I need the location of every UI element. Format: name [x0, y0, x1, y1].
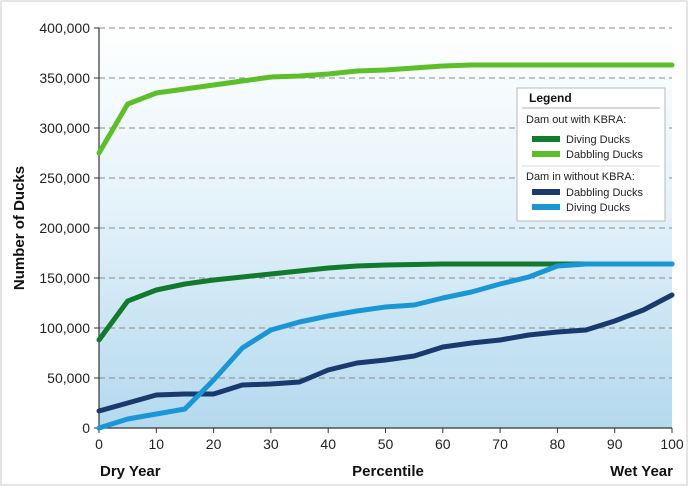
grid	[99, 27, 672, 379]
legend-label-3: Diving Ducks	[566, 202, 631, 214]
legend-group-dam-out: Dam out with KBRA:	[526, 114, 626, 126]
x-axis-title: Percentile	[352, 463, 424, 480]
y-tick-label: 0	[82, 420, 90, 436]
x-tick-label: 30	[263, 436, 279, 452]
x-tick-label: 50	[378, 436, 394, 452]
y-tick-label: 200,000	[39, 220, 90, 236]
y-axis-title: Number of Ducks	[11, 166, 28, 290]
y-tick-label: 400,000	[39, 20, 90, 36]
legend-label-1: Dabbling Ducks	[566, 149, 644, 161]
legend: Legend Dam out with KBRA: Diving Ducks D…	[516, 87, 666, 222]
legend-title: Legend	[529, 91, 572, 105]
x-tick-label: 40	[320, 436, 336, 452]
x-axis-left-label: Dry Year	[100, 463, 161, 480]
y-tick-label: 150,000	[39, 270, 90, 286]
series-line-2	[96, 292, 675, 414]
series-line-3	[96, 261, 675, 431]
series-line-1	[96, 62, 675, 156]
y-tick-label: 100,000	[39, 320, 90, 336]
y-tick-label: 350,000	[39, 70, 90, 86]
x-tick-label: 90	[607, 436, 623, 452]
x-tick-label: 0	[95, 436, 103, 452]
x-tick-label: 60	[435, 436, 451, 452]
y-tick-label: 50,000	[47, 370, 90, 386]
legend-group-dam-in: Dam in without KBRA:	[526, 171, 635, 183]
legend-label-2: Dabbling Ducks	[566, 187, 644, 199]
x-tick-label: 100	[660, 436, 684, 452]
series	[96, 62, 675, 431]
axes	[94, 27, 673, 433]
x-tick-label: 70	[492, 436, 508, 452]
x-tick-label: 10	[149, 436, 165, 452]
x-tick-label: 80	[550, 436, 566, 452]
y-tick-label: 300,000	[39, 120, 90, 136]
x-tick-label: 20	[206, 436, 222, 452]
x-axis-right-label: Wet Year	[610, 463, 673, 480]
tick-labels: 0 50,000 100,000 150,000 200,000 250,000 300,0…	[39, 20, 684, 452]
y-tick-label: 250,000	[39, 170, 90, 186]
legend-label-0: Diving Ducks	[566, 134, 631, 146]
